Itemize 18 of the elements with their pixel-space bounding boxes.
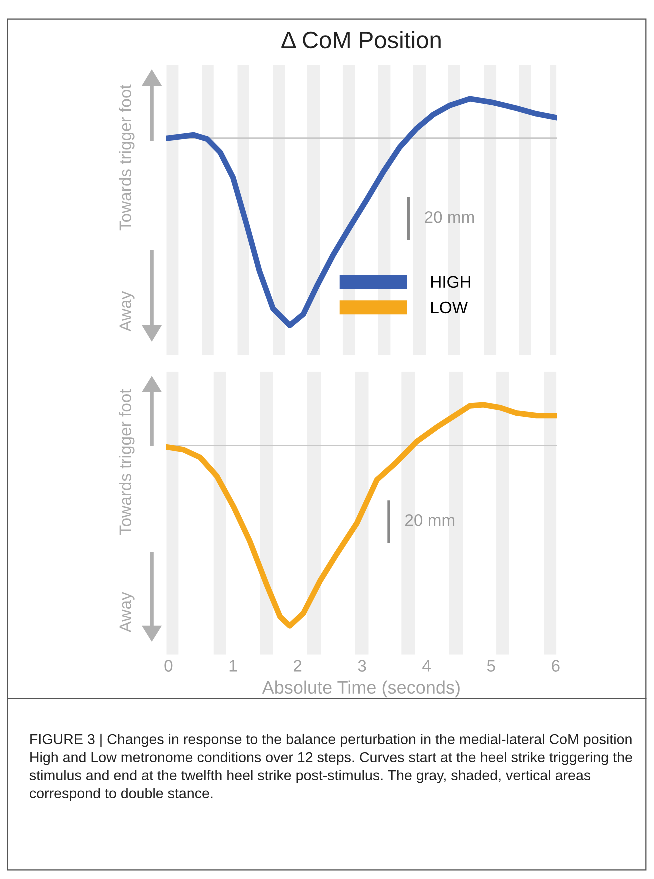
x-tick-label: 6 [552, 660, 560, 672]
caption: FIGURE 3 | Changes in response to the balance perturbation in the medial-lateral CoM position High and Low metronome conditions over 12 steps. Curves start at the heel strike triggering the stimulus and end at the twelfth heel strike post-stimulus. The gray, shaded, vertical areas correspond to double stance. [30, 734, 632, 802]
text: Towards trigger foot [119, 84, 135, 231]
x-axis-title: Absolute Time (seconds) [262, 680, 460, 698]
legend-label: HIGH [432, 276, 470, 288]
x-tick-label: 0 [164, 660, 173, 672]
text: Away [120, 592, 135, 633]
chart-title: Δ CoM Position [282, 31, 441, 49]
x-tick-label: 5 [487, 660, 496, 672]
text: Away [120, 291, 135, 332]
annotation: 20 mm [406, 514, 455, 526]
x-tick-label: 3 [358, 660, 366, 672]
x-tick-label: 4 [422, 660, 431, 672]
x-tick-label: 2 [294, 660, 302, 672]
text: Towards trigger foot [119, 389, 135, 536]
legend-label: LOW [432, 302, 468, 314]
x-tick-label: 1 [230, 660, 238, 672]
annotation: 20 mm [425, 211, 474, 224]
